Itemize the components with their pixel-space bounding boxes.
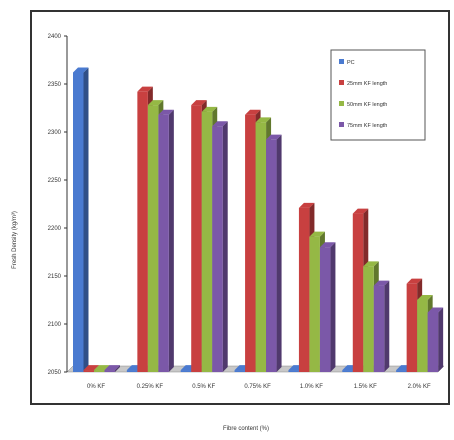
- bar: [201, 111, 213, 372]
- legend-label: 75mm KF length: [347, 123, 387, 129]
- x-tick-label: 0.75% KF: [244, 384, 271, 390]
- bar: [83, 370, 94, 372]
- x-tick-label: 1.0% KF: [300, 384, 323, 390]
- bar-top: [319, 242, 336, 248]
- x-tick-label: 0% KF: [87, 384, 105, 390]
- bar-top: [417, 295, 433, 300]
- bar-top: [73, 67, 89, 73]
- bar: [298, 207, 310, 372]
- bar-top: [104, 365, 120, 371]
- y-tick-label: 2050: [48, 370, 62, 376]
- legend-swatch: [339, 59, 344, 64]
- bar-top: [406, 278, 423, 284]
- y-tick-label: 2400: [48, 34, 62, 40]
- bar-top: [158, 109, 174, 115]
- bar: [234, 370, 246, 372]
- bar-side: [438, 307, 444, 372]
- bar-top: [298, 202, 315, 208]
- legend-label: PC: [347, 60, 355, 66]
- bar-top: [255, 117, 272, 123]
- bar: [417, 300, 428, 372]
- bar: [406, 283, 418, 372]
- bar-top: [147, 100, 164, 106]
- y-tick-label: 2200: [48, 226, 62, 232]
- bar: [245, 114, 256, 372]
- y-tick-label: 2150: [48, 274, 62, 280]
- bar: [266, 139, 277, 372]
- bar: [73, 72, 84, 372]
- bar: [94, 370, 105, 372]
- y-axis: 2050 2100 2150 2200 2250 2300 2350 2400: [48, 34, 68, 376]
- bar: [352, 213, 364, 372]
- legend-swatch: [339, 122, 344, 127]
- legend-swatch: [339, 101, 344, 106]
- bar-top: [245, 109, 261, 115]
- bar-top: [83, 365, 99, 371]
- bar-top: [363, 261, 379, 267]
- bar: [180, 370, 192, 372]
- bar: [137, 91, 148, 373]
- bar: [396, 370, 407, 372]
- legend-label: 50mm KF length: [347, 102, 387, 108]
- legend-box: [330, 49, 426, 141]
- bar: [255, 122, 267, 373]
- x-tick-label: 0.25% KF: [137, 384, 164, 390]
- bar-side: [83, 67, 89, 372]
- bar: [288, 370, 299, 372]
- bar-top: [94, 365, 110, 371]
- bar-top: [427, 307, 444, 313]
- x-tick-label: 0.5% KF: [192, 384, 215, 390]
- bar: [212, 126, 223, 373]
- bar: [126, 370, 138, 372]
- y-tick-label: 2100: [48, 322, 62, 328]
- y-tick-label: 2300: [48, 130, 62, 136]
- y-tick-label: 2250: [48, 178, 62, 184]
- bar: [363, 266, 374, 372]
- bar: [191, 105, 202, 373]
- bar: [373, 285, 385, 372]
- legend-swatch: [339, 80, 344, 85]
- y-tick-label: 2350: [48, 82, 62, 88]
- bar-top: [309, 231, 325, 237]
- bar: [104, 370, 115, 372]
- y-axis-label: Fresh Density (kg/m³): [12, 211, 18, 269]
- x-tick-label: 1.5% KF: [354, 384, 377, 390]
- bar: [309, 236, 320, 372]
- bar: [427, 312, 439, 372]
- bar-top: [373, 280, 390, 286]
- bar-top: [191, 100, 207, 106]
- bar: [342, 370, 353, 372]
- bar-side: [330, 242, 336, 372]
- bar-top: [352, 208, 369, 214]
- bar-side: [168, 109, 174, 372]
- bar-top: [137, 86, 153, 92]
- bar: [147, 105, 159, 373]
- bar: [158, 114, 169, 372]
- x-tick-label: 2.0% KF: [408, 384, 431, 390]
- bar-side: [276, 134, 282, 372]
- x-axis-label: Fibre content (%): [223, 426, 269, 432]
- x-axis: 0% KF 0.25% KF 0.5% KF 0.75% KF 1.0% KF 1.5% …: [87, 384, 431, 390]
- bar-side: [222, 121, 228, 373]
- legend: PC 25mm KF length 50mm KF length 75mm KF le…: [330, 49, 426, 141]
- bar: [319, 247, 331, 372]
- bar-top: [201, 106, 218, 112]
- bar-side: [384, 280, 390, 372]
- bar-side: [115, 365, 120, 372]
- bar-top: [266, 134, 282, 140]
- bars-group: [73, 67, 444, 373]
- legend-label: 25mm KF length: [347, 81, 387, 87]
- bar-top: [212, 121, 228, 127]
